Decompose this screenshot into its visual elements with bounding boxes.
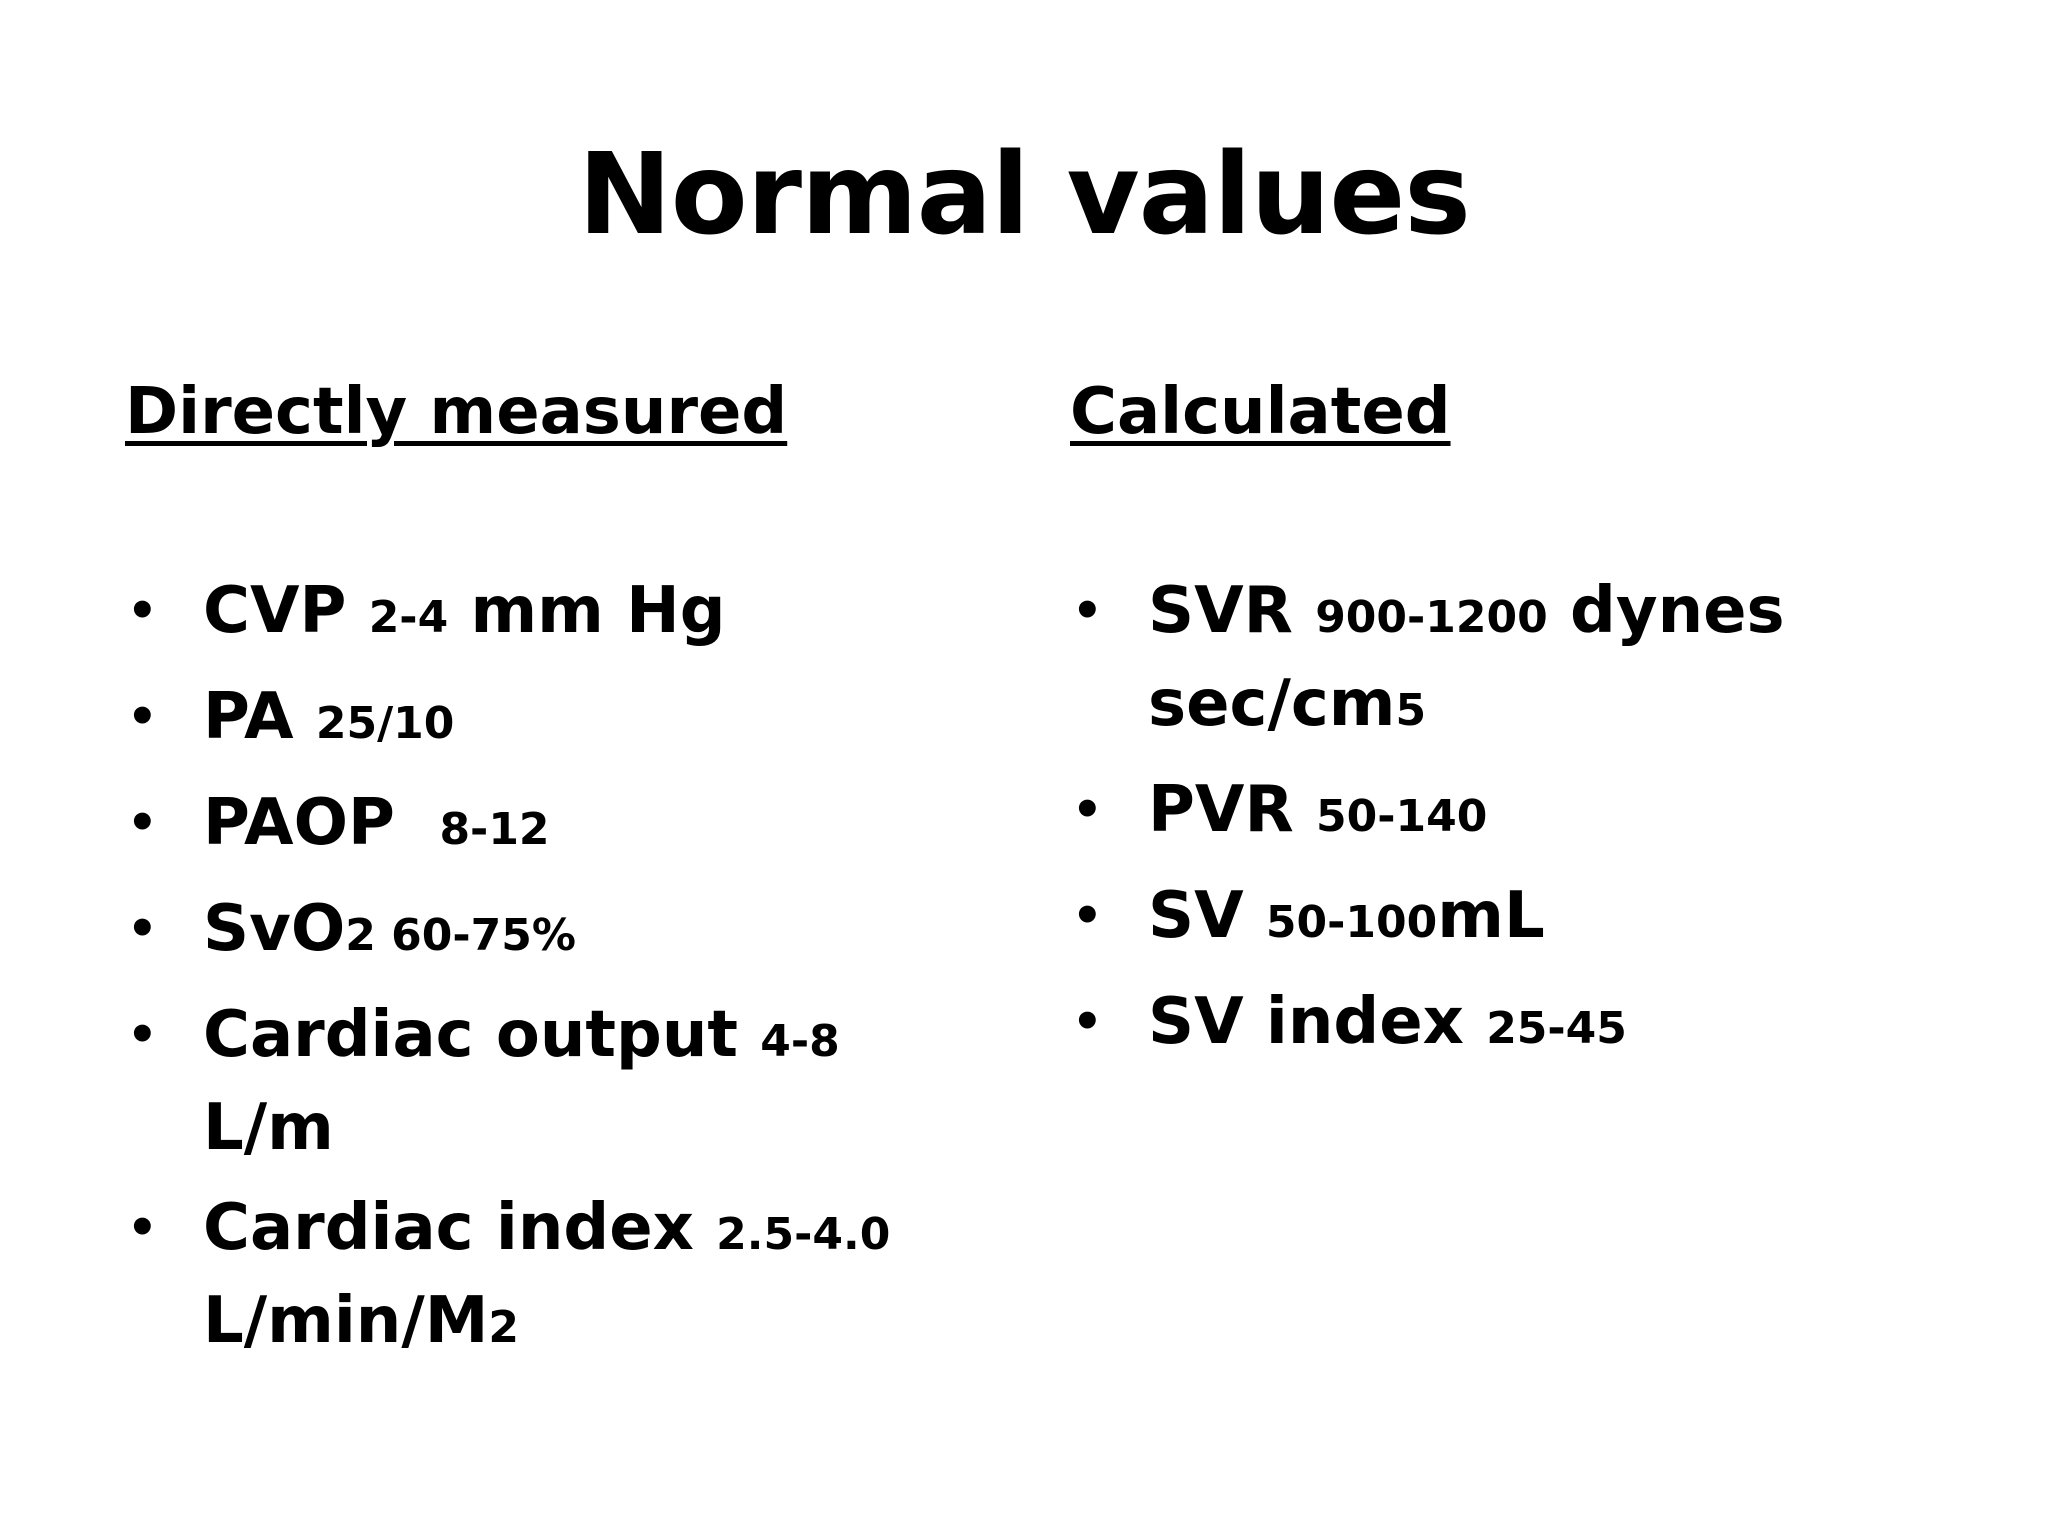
list-item-cvp: • CVP 2-4 mm Hg xyxy=(125,568,985,661)
bullet-icon: • xyxy=(1072,782,1103,838)
item-label: PVR xyxy=(1148,773,1316,847)
directly-measured-heading: Directly measured xyxy=(125,375,788,449)
item-unit: L/m xyxy=(203,1091,334,1165)
bullet-icon: • xyxy=(127,1007,158,1063)
item-unit: L/min/M xyxy=(203,1284,489,1358)
item-suffix: 5 xyxy=(1395,685,1427,736)
item-value: 2.5-4.0 xyxy=(716,1209,891,1260)
list-item-pvr: • PVR 50-140 xyxy=(1070,767,1950,860)
item-value: 25/10 xyxy=(315,698,455,749)
bullet-icon: • xyxy=(127,901,158,957)
item-label: Cardiac index xyxy=(203,1191,717,1265)
item-label: CVP xyxy=(203,574,369,648)
list-item-sv-index: • SV index 25-45 xyxy=(1070,979,1950,1072)
item-suffix: 2 xyxy=(488,1302,520,1353)
bullet-icon: • xyxy=(1072,994,1103,1050)
item-label: SV xyxy=(1148,879,1266,953)
slide-title: Normal values xyxy=(578,130,1471,260)
bullet-icon: • xyxy=(127,795,158,851)
bullet-icon: • xyxy=(1072,583,1103,639)
item-value: 50-140 xyxy=(1316,791,1488,842)
item-value: 900-1200 xyxy=(1315,592,1548,643)
item-value: 2-4 xyxy=(368,592,449,643)
directly-measured-column: Directly measured • CVP 2-4 mm Hg • PA 25/… xyxy=(125,372,985,1358)
item-unit: mm Hg xyxy=(448,574,726,648)
list-item-paop: • PAOP 8-12 xyxy=(125,780,985,873)
list-item-cardiac-index: • Cardiac index 2.5-4.0 L/min/M2 xyxy=(125,1185,985,1371)
bullet-icon: • xyxy=(127,1200,158,1256)
item-label: SV index xyxy=(1148,985,1487,1059)
list-item-svo2: • SvO2 60-75% xyxy=(125,886,985,979)
list-item-cardiac-output: • Cardiac output 4-8 L/m xyxy=(125,992,985,1172)
list-item-sv: • SV 50-100mL xyxy=(1070,873,1950,966)
calculated-heading: Calculated xyxy=(1070,375,1451,449)
item-label: SVR xyxy=(1148,574,1316,648)
bullet-icon: • xyxy=(127,583,158,639)
item-unit: mL xyxy=(1437,879,1545,953)
item-label: SvO xyxy=(203,892,346,966)
item-unit: dynes sec/cm xyxy=(1148,574,1785,741)
item-value: 8-12 xyxy=(439,804,550,855)
directly-measured-list: • CVP 2-4 mm Hg • PA 25/10 • PAOP 8-12 • SvO… xyxy=(125,568,985,1384)
calculated-column: Calculated • SVR 900-1200 dynes sec/cm5 •… xyxy=(1070,372,1950,1059)
list-item-pa: • PA 25/10 xyxy=(125,674,985,767)
list-item-svr: • SVR 900-1200 dynes sec/cm5 xyxy=(1070,568,1950,754)
item-value: 2 60-75% xyxy=(345,910,576,961)
item-value: 4-8 xyxy=(760,1016,840,1067)
item-label: PA xyxy=(203,680,316,754)
item-label: Cardiac output xyxy=(203,998,761,1072)
item-label: PAOP xyxy=(203,786,440,860)
bullet-icon: • xyxy=(127,689,158,745)
calculated-list: • SVR 900-1200 dynes sec/cm5 • PVR 50-140 … xyxy=(1070,568,1950,1085)
item-value: 50-100 xyxy=(1265,897,1438,948)
bullet-icon: • xyxy=(1072,888,1103,944)
item-value: 25-45 xyxy=(1486,1003,1627,1054)
